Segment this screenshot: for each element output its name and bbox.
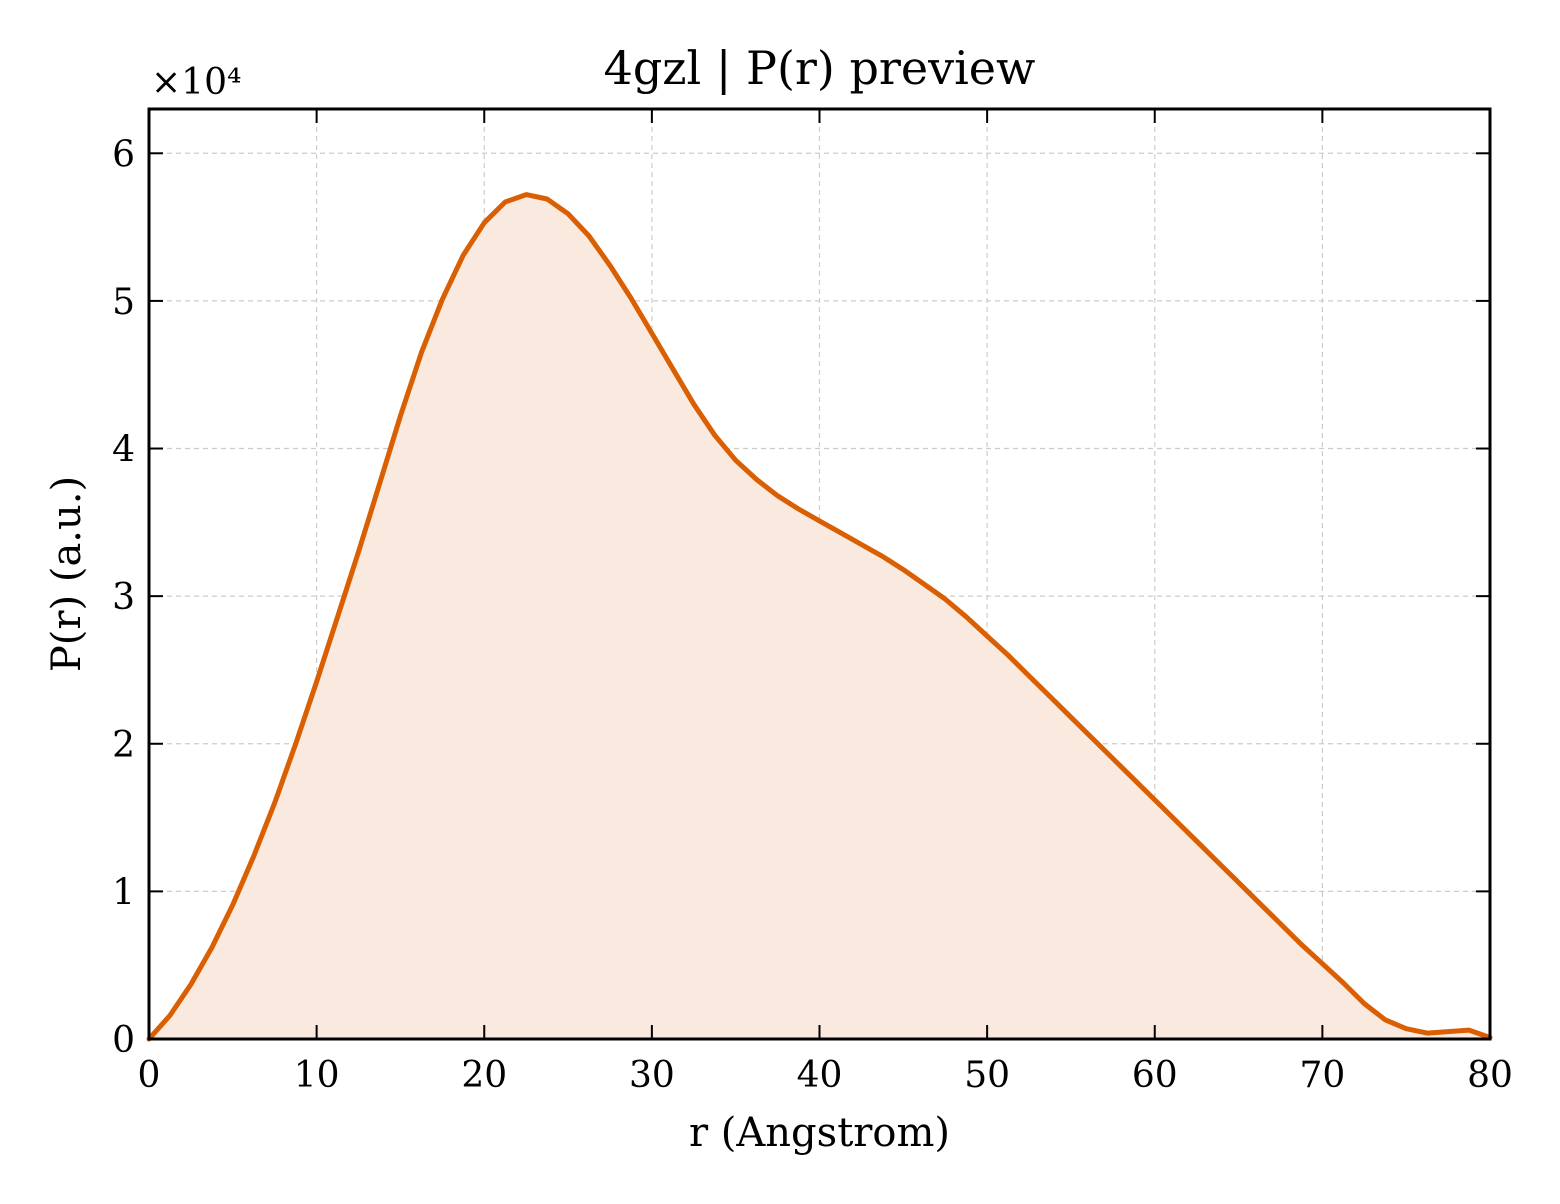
y-axis-label: P(r) (a.u.)	[44, 476, 90, 672]
x-tick-label: 0	[138, 1055, 161, 1096]
x-tick-label: 50	[964, 1055, 1010, 1096]
pr-curve-line	[146, 192, 1493, 1042]
plot-frame	[147, 107, 1492, 1041]
y-tick-label: 5	[112, 282, 135, 323]
x-tick-label: 20	[461, 1055, 507, 1096]
y-tick-label: 1	[112, 872, 135, 913]
chart-title: 4gzl | P(r) preview	[604, 41, 1036, 95]
pr-area-fill	[149, 194, 1490, 1040]
y-tick-label: 2	[112, 725, 135, 766]
x-axis-label: r (Angstrom)	[689, 1110, 950, 1156]
y-tick-label: 4	[112, 430, 135, 471]
x-tick-label: 80	[1467, 1055, 1513, 1096]
x-tick-label: 10	[294, 1055, 340, 1096]
plot-layer	[146, 192, 1493, 1042]
tick-layer: 0 10 20 30 40 50 60 70 80 0 1 2 3 4 5 6	[112, 109, 1513, 1096]
y-tick-label: 6	[112, 134, 135, 175]
y-tick-label: 3	[112, 577, 135, 618]
x-tick-label: 60	[1132, 1055, 1178, 1096]
x-tick-label: 30	[629, 1055, 675, 1096]
x-tick-label: 40	[797, 1055, 843, 1096]
x-tick-label: 70	[1299, 1055, 1345, 1096]
y-multiplier-label: ×10⁴	[151, 62, 241, 103]
y-tick-label: 0	[112, 1020, 135, 1061]
